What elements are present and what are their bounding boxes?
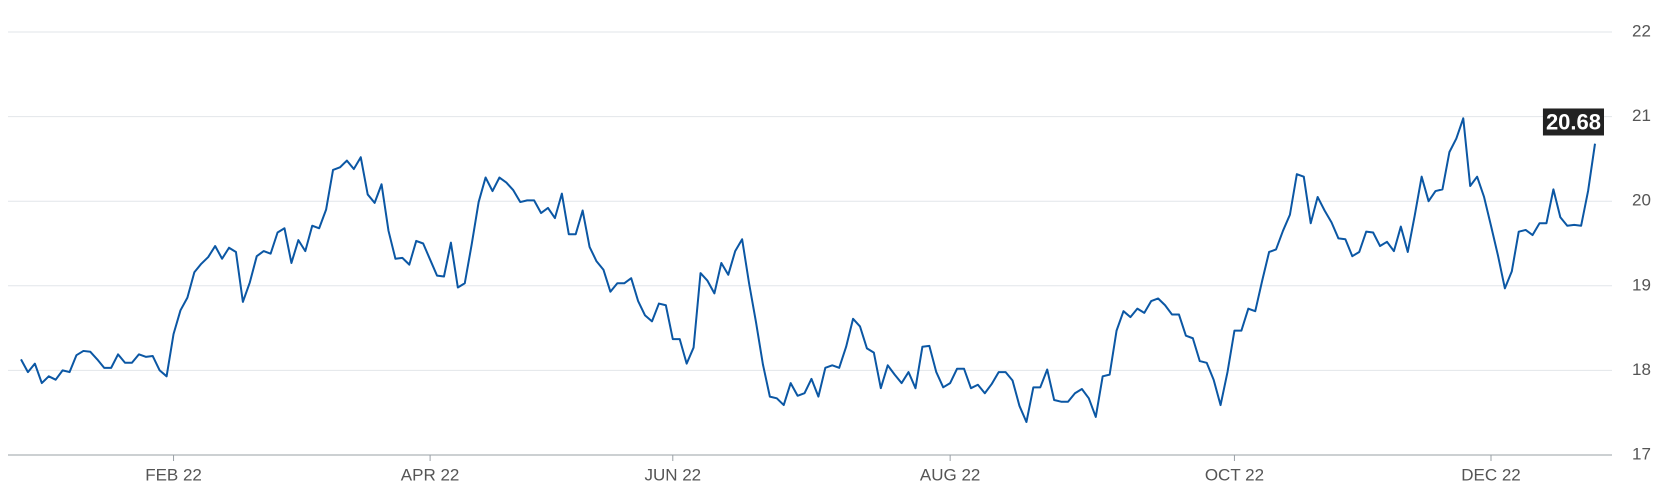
- x-tick-label: OCT 22: [1205, 465, 1264, 484]
- y-tick-label: 20: [1632, 191, 1651, 210]
- x-tick-label: FEB 22: [145, 465, 202, 484]
- y-tick-label: 21: [1632, 106, 1651, 125]
- x-tick-label: AUG 22: [920, 465, 980, 484]
- y-tick-label: 17: [1632, 444, 1651, 463]
- y-tick-label: 18: [1632, 360, 1651, 379]
- x-tick-label: DEC 22: [1461, 465, 1521, 484]
- last-value-label: 20.68: [1546, 109, 1601, 134]
- x-tick-label: JUN 22: [644, 465, 701, 484]
- last-value-box: [1542, 108, 1604, 136]
- y-tick-label: 19: [1632, 275, 1651, 294]
- x-tick-label: APR 22: [401, 465, 460, 484]
- last-value-badge: 20.68: [1542, 108, 1604, 136]
- series-line: [20, 117, 1596, 424]
- y-tick-label: 22: [1632, 21, 1651, 40]
